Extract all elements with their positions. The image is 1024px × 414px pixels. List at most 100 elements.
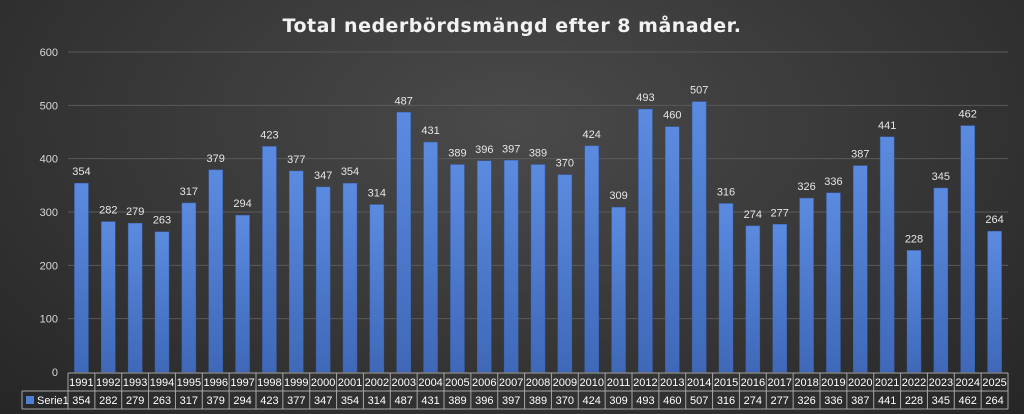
table-value-2000: 347 <box>314 395 332 407</box>
data-label-2006: 396 <box>475 144 493 156</box>
data-label-2022: 228 <box>905 233 923 245</box>
bar-2019 <box>826 192 841 373</box>
table-value-2022: 228 <box>905 395 923 407</box>
table-value-1991: 354 <box>72 395 90 407</box>
table-category-2003: 2003 <box>391 377 415 389</box>
table-value-2025: 264 <box>985 395 1003 407</box>
table-category-2011: 2011 <box>607 377 631 389</box>
data-label-2000: 347 <box>314 170 332 182</box>
table-value-2024: 462 <box>959 395 977 407</box>
bar-1994 <box>154 231 170 373</box>
data-label-1994: 263 <box>153 215 171 227</box>
table-category-1996: 1996 <box>203 377 227 389</box>
table-value-2019: 336 <box>824 395 842 407</box>
bar-1998 <box>262 146 277 373</box>
table-category-2018: 2018 <box>794 377 818 389</box>
table-category-2023: 2023 <box>929 377 953 389</box>
table-value-2005: 389 <box>448 395 466 407</box>
data-label-1996: 379 <box>207 153 225 165</box>
data-label-2012: 493 <box>636 92 654 104</box>
table-value-2016: 274 <box>744 395 762 407</box>
data-label-2010: 424 <box>583 129 601 141</box>
bar-2024 <box>960 125 975 373</box>
table-value-2015: 316 <box>717 395 735 407</box>
y-axis-ticks: 0 100 200 300 400 500 600 <box>40 47 58 379</box>
chart-title: Total nederbördsmängd efter 8 månader. <box>283 13 742 37</box>
bar-2012 <box>638 108 653 373</box>
table-value-2011: 309 <box>609 395 627 407</box>
table-value-1992: 282 <box>99 395 117 407</box>
table-category-1999: 1999 <box>284 377 308 389</box>
data-label-2018: 326 <box>797 181 815 193</box>
bar-2023 <box>933 187 949 373</box>
data-label-2002: 314 <box>368 188 386 200</box>
bar-2010 <box>584 145 599 373</box>
table-value-2002: 314 <box>368 395 386 407</box>
table-value-2008: 389 <box>529 395 547 407</box>
table-value-2021: 441 <box>878 395 896 407</box>
y-tick-label: 600 <box>40 47 58 59</box>
table-category-2013: 2013 <box>660 377 684 389</box>
table-value-2010: 424 <box>583 395 601 407</box>
bar-2008 <box>530 164 546 373</box>
data-label-2001: 354 <box>341 166 359 178</box>
bar-1993 <box>127 222 143 373</box>
data-label-2014: 507 <box>690 85 708 97</box>
bar-1992 <box>101 221 116 373</box>
table-value-2001: 354 <box>341 395 359 407</box>
bar-2013 <box>665 126 680 373</box>
data-label-2019: 336 <box>824 176 842 188</box>
bar-2021 <box>879 136 895 373</box>
bar-2000 <box>315 186 331 373</box>
table-category-2010: 2010 <box>579 377 603 389</box>
table-category-2006: 2006 <box>472 377 496 389</box>
data-label-2017: 277 <box>771 207 789 219</box>
table-value-2020: 387 <box>851 395 869 407</box>
table-value-2006: 396 <box>475 395 493 407</box>
table-value-2007: 397 <box>502 395 520 407</box>
table-category-2009: 2009 <box>553 377 577 389</box>
table-category-1997: 1997 <box>230 377 254 389</box>
table-value-1996: 379 <box>207 395 225 407</box>
table-category-2024: 2024 <box>955 377 979 389</box>
table-value-2003: 487 <box>395 395 413 407</box>
bar-2001 <box>342 182 358 373</box>
data-label-1991: 354 <box>72 166 90 178</box>
bar-2025 <box>987 230 1002 373</box>
table-category-2014: 2014 <box>687 377 711 389</box>
data-label-1999: 377 <box>287 154 305 166</box>
data-label-2003: 487 <box>395 95 413 107</box>
data-label-2009: 370 <box>556 158 574 170</box>
y-tick-label: 400 <box>40 154 58 166</box>
y-tick-label: 100 <box>40 314 58 326</box>
bar-2003 <box>396 112 411 373</box>
bar-2004 <box>423 141 438 373</box>
data-label-2023: 345 <box>932 171 950 183</box>
table-category-2007: 2007 <box>499 377 523 389</box>
table-category-1998: 1998 <box>257 377 281 389</box>
data-label-2021: 441 <box>878 120 896 132</box>
bar-2018 <box>799 197 814 373</box>
data-label-2004: 431 <box>421 125 439 137</box>
table-category-2005: 2005 <box>445 377 469 389</box>
bars <box>74 101 1002 373</box>
table-category-2025: 2025 <box>982 377 1006 389</box>
table-category-2021: 2021 <box>875 377 899 389</box>
legend-series-name: Serie1 <box>37 395 69 407</box>
legend-swatch <box>26 396 34 404</box>
y-tick-label: 0 <box>52 367 58 379</box>
table-category-2022: 2022 <box>902 377 926 389</box>
table-value-1997: 294 <box>233 395 251 407</box>
table-category-2020: 2020 <box>848 377 872 389</box>
table-category-2012: 2012 <box>633 377 657 389</box>
data-label-2016: 274 <box>744 209 762 221</box>
table-category-1993: 1993 <box>123 377 147 389</box>
table-category-2002: 2002 <box>365 377 389 389</box>
table-category-2000: 2000 <box>311 377 335 389</box>
table-value-1995: 317 <box>180 395 198 407</box>
data-label-2007: 397 <box>502 143 520 155</box>
bar-1995 <box>181 202 197 373</box>
table-value-2023: 345 <box>932 395 950 407</box>
bar-1996 <box>208 169 223 373</box>
